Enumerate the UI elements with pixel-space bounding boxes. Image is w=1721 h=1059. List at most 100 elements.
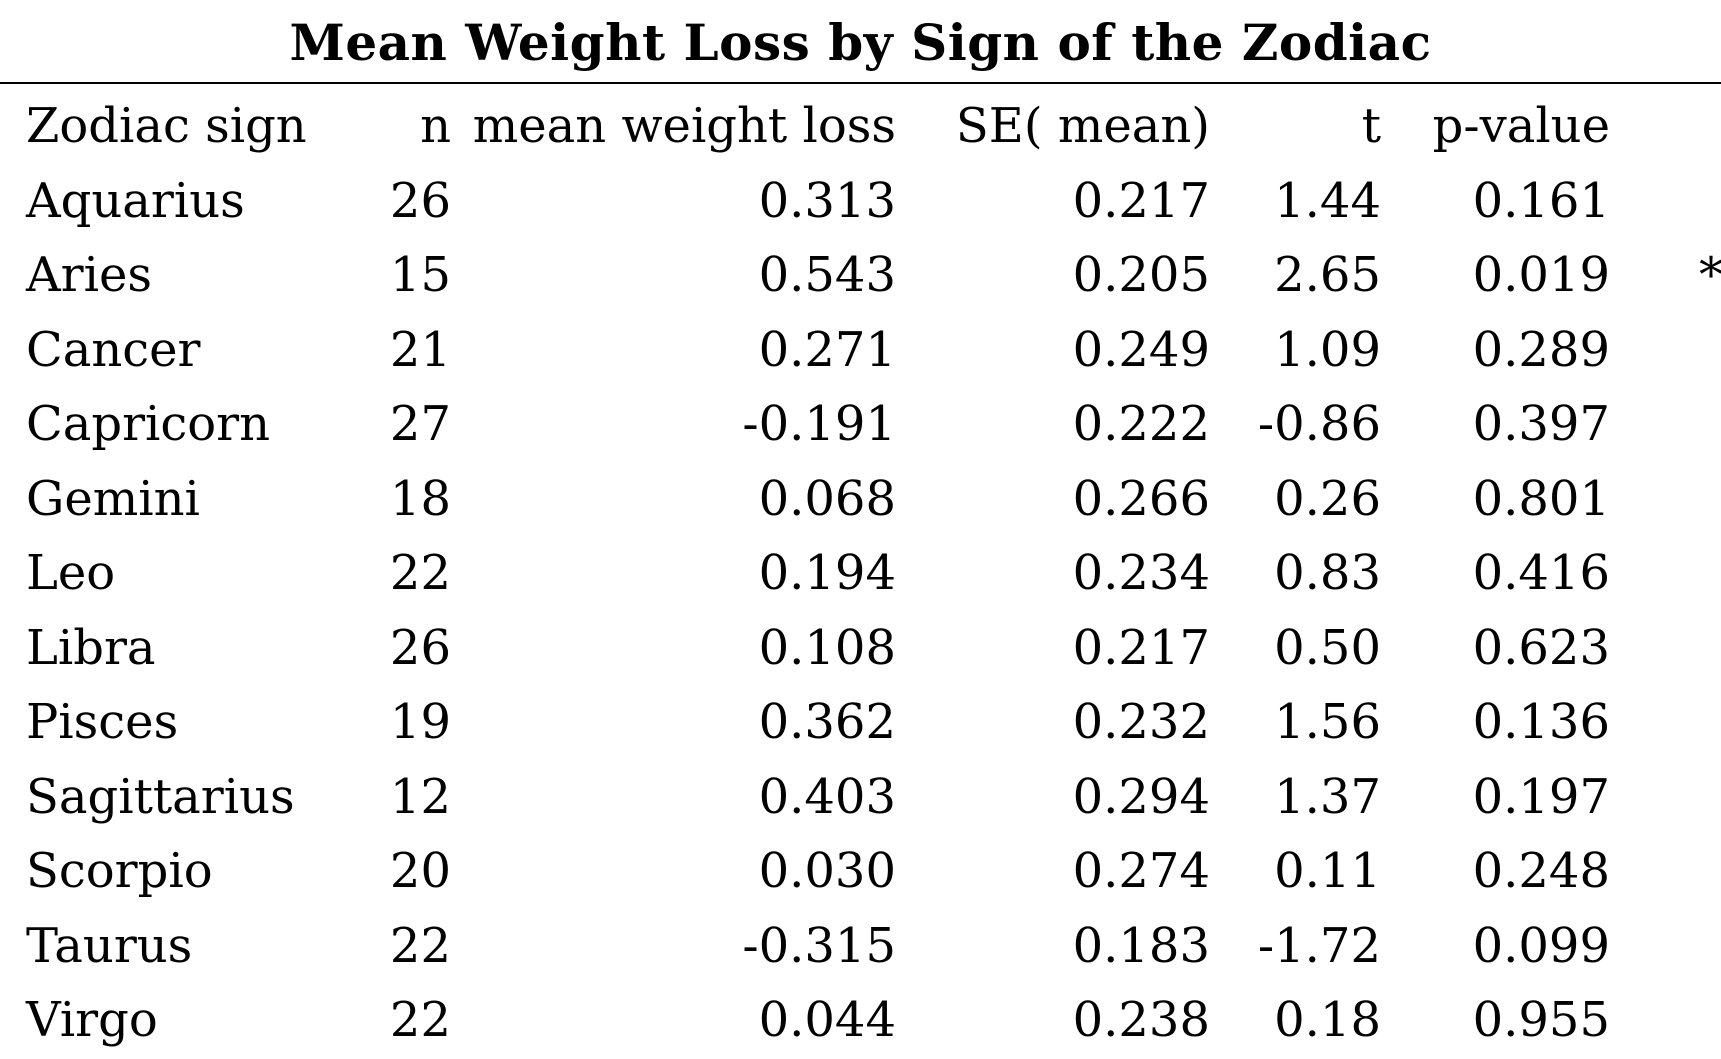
cell-n: 26 — [389, 172, 451, 229]
cell-p-value: 0.397 — [1472, 396, 1610, 453]
table-body: Aquarius 26 0.313 0.217 1.44 0.161 Aries 15 0.54… — [0, 164, 1721, 1058]
cell-p-value: 0.955 — [1472, 992, 1610, 1049]
table-row: Pisces 19 0.362 0.232 1.56 0.136 — [0, 685, 1721, 760]
cell-zodiac-sign: Aquarius — [26, 172, 245, 229]
cell-t: -0.86 — [1257, 396, 1381, 453]
cell-se-mean: 0.249 — [1072, 321, 1210, 378]
cell-zodiac-sign: Leo — [26, 545, 116, 602]
cell-se-mean: 0.234 — [1072, 545, 1210, 602]
cell-p-value: 0.248 — [1472, 843, 1610, 900]
table-row: Aries 15 0.543 0.205 2.65 0.019 ** — [0, 238, 1721, 313]
cell-mean-weight-loss: 0.030 — [758, 843, 896, 900]
header-significance — [1610, 89, 1721, 164]
cell-p-value: 0.161 — [1472, 172, 1610, 229]
header-p-value: p-value — [1432, 98, 1610, 155]
cell-p-value: 0.136 — [1472, 694, 1610, 751]
cell-p-value: 0.289 — [1472, 321, 1610, 378]
cell-mean-weight-loss: 0.403 — [758, 768, 896, 825]
cell-n: 21 — [389, 321, 451, 378]
cell-t: 2.65 — [1274, 247, 1381, 304]
cell-mean-weight-loss: 0.543 — [758, 247, 896, 304]
cell-significance — [1610, 611, 1721, 686]
table-row: Gemini 18 0.068 0.266 0.26 0.801 — [0, 462, 1721, 537]
header-mean-weight-loss: mean weight loss — [472, 98, 896, 155]
cell-t: 1.09 — [1274, 321, 1381, 378]
header-t: t — [1361, 98, 1381, 155]
table-row: Leo 22 0.194 0.234 0.83 0.416 — [0, 536, 1721, 611]
table-header: Zodiac sign n mean weight loss SE( mean)… — [0, 89, 1721, 164]
cell-n: 15 — [389, 247, 451, 304]
cell-t: 0.83 — [1274, 545, 1381, 602]
cell-zodiac-sign: Virgo — [26, 992, 158, 1049]
cell-mean-weight-loss: -0.191 — [742, 396, 896, 453]
cell-p-value: 0.416 — [1472, 545, 1610, 602]
cell-significance — [1610, 834, 1721, 909]
zodiac-weight-loss-table: Zodiac sign n mean weight loss SE( mean)… — [0, 89, 1721, 1058]
cell-se-mean: 0.217 — [1072, 172, 1210, 229]
cell-se-mean: 0.183 — [1072, 917, 1210, 974]
table-row: Virgo 22 0.044 0.238 0.18 0.955 — [0, 983, 1721, 1058]
cell-p-value: 0.801 — [1472, 470, 1610, 527]
cell-zodiac-sign: Cancer — [26, 321, 201, 378]
cell-mean-weight-loss: 0.362 — [758, 694, 896, 751]
cell-t: 0.50 — [1274, 619, 1381, 676]
cell-significance — [1610, 983, 1721, 1058]
cell-zodiac-sign: Libra — [26, 619, 156, 676]
cell-zodiac-sign: Aries — [26, 247, 152, 304]
cell-se-mean: 0.274 — [1072, 843, 1210, 900]
cell-se-mean: 0.222 — [1072, 396, 1210, 453]
cell-significance: ** — [1699, 247, 1721, 304]
cell-mean-weight-loss: 0.044 — [758, 992, 896, 1049]
cell-zodiac-sign: Pisces — [26, 694, 179, 751]
cell-significance — [1610, 313, 1721, 388]
cell-se-mean: 0.238 — [1072, 992, 1210, 1049]
cell-significance — [1610, 685, 1721, 760]
cell-se-mean: 0.205 — [1072, 247, 1210, 304]
cell-n: 22 — [389, 917, 451, 974]
cell-mean-weight-loss: 0.068 — [758, 470, 896, 527]
header-zodiac-sign: Zodiac sign — [26, 98, 307, 155]
cell-mean-weight-loss: 0.194 — [758, 545, 896, 602]
cell-significance — [1610, 760, 1721, 835]
cell-n: 27 — [389, 396, 451, 453]
cell-significance: ? — [1610, 909, 1721, 984]
cell-p-value: 0.099 — [1472, 917, 1610, 974]
table-row: Capricorn 27 -0.191 0.222 -0.86 0.397 — [0, 387, 1721, 462]
table-row: Sagittarius 12 0.403 0.294 1.37 0.197 — [0, 760, 1721, 835]
cell-t: 0.18 — [1274, 992, 1381, 1049]
cell-zodiac-sign: Sagittarius — [26, 768, 295, 825]
header-n: n — [420, 98, 451, 155]
table-row: Taurus 22 -0.315 0.183 -1.72 0.099? — [0, 909, 1721, 984]
cell-significance — [1610, 164, 1721, 239]
cell-t: 1.56 — [1274, 694, 1381, 751]
cell-mean-weight-loss: 0.313 — [758, 172, 896, 229]
cell-p-value: 0.623 — [1472, 619, 1610, 676]
cell-significance — [1610, 387, 1721, 462]
cell-mean-weight-loss: 0.271 — [758, 321, 896, 378]
table-row: Cancer 21 0.271 0.249 1.09 0.289 — [0, 313, 1721, 388]
cell-n: 22 — [389, 992, 451, 1049]
cell-zodiac-sign: Gemini — [26, 470, 200, 527]
cell-n: 20 — [389, 843, 451, 900]
cell-se-mean: 0.294 — [1072, 768, 1210, 825]
cell-significance — [1610, 536, 1721, 611]
table-title: Mean Weight Loss by Sign of the Zodiac — [289, 13, 1432, 72]
cell-se-mean: 0.217 — [1072, 619, 1210, 676]
cell-n: 18 — [389, 470, 451, 527]
cell-p-value: 0.197 — [1472, 768, 1610, 825]
table-row: Scorpio 20 0.030 0.274 0.11 0.248 — [0, 834, 1721, 909]
cell-t: 0.26 — [1274, 470, 1381, 527]
cell-zodiac-sign: Scorpio — [26, 843, 213, 900]
cell-t: -1.72 — [1257, 917, 1381, 974]
table-row: Aquarius 26 0.313 0.217 1.44 0.161 — [0, 164, 1721, 239]
header-row: Zodiac sign n mean weight loss SE( mean)… — [0, 89, 1721, 164]
cell-n: 22 — [389, 545, 451, 602]
cell-n: 26 — [389, 619, 451, 676]
cell-se-mean: 0.232 — [1072, 694, 1210, 751]
cell-n: 12 — [389, 768, 451, 825]
cell-mean-weight-loss: 0.108 — [758, 619, 896, 676]
cell-significance — [1610, 462, 1721, 537]
cell-zodiac-sign: Taurus — [26, 917, 193, 974]
cell-zodiac-sign: Capricorn — [26, 396, 271, 453]
